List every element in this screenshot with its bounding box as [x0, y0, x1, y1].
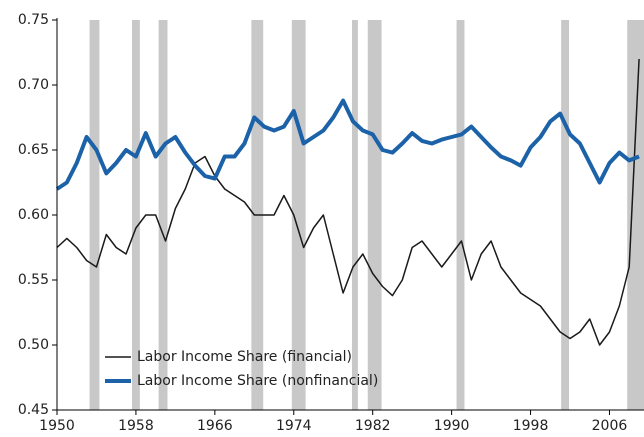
shaded-period [627, 20, 644, 410]
y-tick-label: 0.75 [18, 12, 49, 28]
x-tick-label: 1974 [276, 418, 312, 434]
x-tick-label: 1950 [39, 418, 75, 434]
y-tick-label: 0.50 [18, 337, 49, 353]
y-tick-label: 0.55 [18, 272, 49, 288]
shaded-period [561, 20, 570, 410]
x-tick-label: 1966 [197, 418, 233, 434]
y-tick-label: 0.65 [18, 142, 49, 158]
legend-label: Labor Income Share (financial) [137, 349, 352, 365]
shaded-period [367, 20, 382, 410]
shaded-period [89, 20, 100, 410]
x-tick-label: 2006 [592, 418, 628, 434]
x-tick-label: 1990 [434, 418, 470, 434]
y-tick-label: 0.45 [18, 402, 49, 418]
y-tick-label: 0.60 [18, 207, 49, 223]
series-line [55, 98, 640, 191]
y-tick-label: 0.70 [18, 77, 49, 93]
x-tick-label: 1982 [355, 418, 391, 434]
series-line [56, 58, 640, 346]
shaded-period [456, 20, 465, 410]
x-tick-label: 1998 [513, 418, 549, 434]
shaded-period [351, 20, 358, 410]
x-tick-label: 1958 [118, 418, 154, 434]
shaded-period [158, 20, 168, 410]
legend-label: Labor Income Share (nonfinancial) [137, 373, 378, 389]
shaded-period [131, 20, 140, 410]
